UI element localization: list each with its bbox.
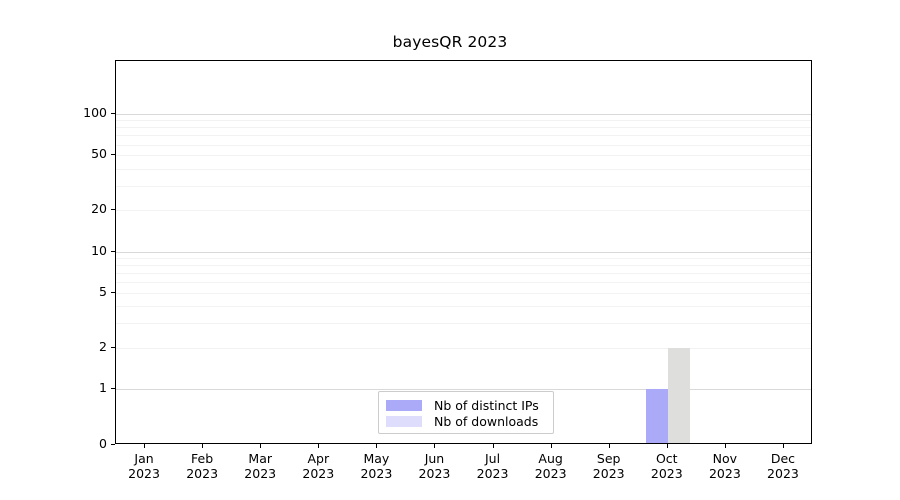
x-tick-year: 2023 [767, 466, 799, 481]
gridline [116, 389, 811, 390]
gridline [116, 348, 811, 349]
x-tick-year: 2023 [592, 466, 625, 481]
x-tick-label: May 2023 [341, 451, 411, 481]
x-tick-mark [434, 444, 436, 448]
x-tick-mark [783, 444, 785, 448]
x-tick-label: Jan 2023 [109, 451, 179, 481]
x-tick-year: 2023 [708, 466, 741, 481]
x-tick-mark [609, 444, 611, 448]
x-tick-mark [260, 444, 262, 448]
y-tick-label: 50 [91, 146, 107, 162]
x-tick-label: Jul 2023 [458, 451, 528, 481]
y-tick-label: 20 [91, 201, 107, 217]
x-tick-month: Dec [770, 451, 796, 466]
x-tick-month: Aug [538, 451, 563, 466]
gridline [116, 258, 811, 259]
x-tick-month: May [363, 451, 390, 466]
y-tick-label: 5 [99, 283, 107, 299]
x-tick-month: Jan [134, 451, 154, 466]
x-tick-year: 2023 [418, 466, 451, 481]
x-tick-mark [667, 444, 669, 448]
x-tick-label: Nov 2023 [690, 451, 760, 481]
gridline [116, 293, 811, 294]
x-tick-label: Feb 2023 [167, 451, 237, 481]
x-tick-mark [493, 444, 495, 448]
x-tick-mark [551, 444, 553, 448]
x-tick-label: Aug 2023 [516, 451, 586, 481]
gridline [116, 114, 811, 115]
x-tick-mark [318, 444, 320, 448]
x-tick-month: Sep [596, 451, 621, 466]
gridline [116, 169, 811, 170]
x-tick-mark [725, 444, 727, 448]
y-tick-label: 10 [91, 242, 107, 258]
y-tick-mark [111, 388, 115, 390]
x-tick-year: 2023 [650, 466, 683, 481]
y-tick-mark [111, 209, 115, 211]
x-tick-month: Jun [424, 451, 445, 466]
gridline [116, 323, 811, 324]
y-tick-mark [111, 347, 115, 349]
x-tick-year: 2023 [186, 466, 219, 481]
chart-title: bayesQR 2023 [392, 33, 508, 51]
gridline [116, 252, 811, 253]
gridline [116, 145, 811, 146]
x-tick-month: Jul [484, 451, 501, 466]
y-tick-mark [111, 292, 115, 294]
y-tick-label: 0 [99, 436, 107, 451]
x-tick-year: 2023 [534, 466, 567, 481]
x-tick-year: 2023 [302, 466, 335, 481]
gridline [116, 127, 811, 128]
gridline [116, 155, 811, 156]
gridline [116, 186, 811, 187]
bar [645, 389, 668, 443]
x-tick-label: Apr 2023 [283, 451, 353, 481]
x-tick-label: Oct 2023 [632, 451, 702, 481]
y-tick-mark [111, 251, 115, 253]
gridline [116, 306, 811, 307]
x-tick-year: 2023 [128, 466, 160, 481]
y-tick-mark [111, 113, 115, 115]
y-axis-tick-labels: 0 1 2 5 10 20 50 100 [62, 0, 107, 500]
x-tick-mark [144, 444, 146, 448]
x-tick-label: Sep 2023 [574, 451, 644, 481]
x-tick-label: Jun 2023 [399, 451, 469, 481]
x-tick-month: Nov [712, 451, 738, 466]
gridline [116, 273, 811, 274]
x-tick-year: 2023 [244, 466, 277, 481]
y-tick-mark [111, 444, 115, 446]
legend-label-distinct-ips: Nb of distinct IPs [434, 397, 539, 413]
legend-item-downloads: Nb of downloads [386, 413, 546, 429]
y-tick-label: 100 [83, 105, 107, 120]
gridline [116, 282, 811, 283]
x-tick-month: Apr [307, 451, 330, 466]
legend-swatch-distinct-ips [386, 399, 422, 411]
x-tick-month: Oct [655, 451, 678, 466]
chart-legend: Nb of distinct IPs Nb of downloads [378, 391, 554, 434]
y-tick-label: 2 [99, 338, 107, 354]
x-tick-label: Mar 2023 [225, 451, 295, 481]
y-tick-mark [111, 154, 115, 156]
x-tick-mark [202, 444, 204, 448]
x-tick-year: 2023 [360, 466, 393, 481]
gridline [116, 120, 811, 121]
legend-swatch-downloads [386, 415, 422, 427]
gridline [116, 210, 811, 211]
bar [667, 347, 690, 443]
legend-item-distinct-ips: Nb of distinct IPs [386, 397, 546, 413]
gridline [116, 135, 811, 136]
y-tick-label: 1 [99, 380, 107, 395]
legend-label-downloads: Nb of downloads [434, 413, 539, 429]
x-tick-mark [376, 444, 378, 448]
x-tick-month: Mar [248, 451, 272, 466]
x-tick-label: Dec 2023 [748, 451, 818, 481]
plot-area [115, 60, 812, 444]
gridline [116, 265, 811, 266]
x-tick-year: 2023 [476, 466, 509, 481]
x-tick-month: Feb [191, 451, 214, 466]
